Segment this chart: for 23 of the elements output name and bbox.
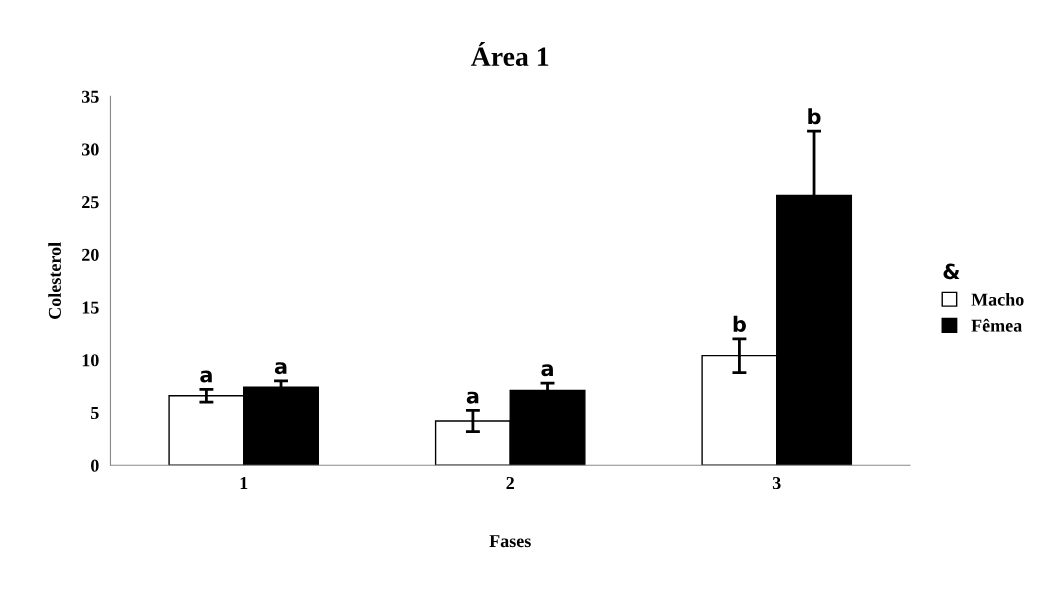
annotation: a [200, 370, 212, 383]
y-tick-label: 15 [82, 301, 99, 314]
annotation: a [541, 364, 553, 377]
y-axis-title: Colesterol [48, 242, 61, 319]
y-tick-label: 5 [91, 407, 99, 420]
y-tick-label: 35 [81, 90, 99, 103]
legend-label: Macho [971, 292, 1024, 306]
annotation: a [466, 391, 479, 404]
annotation: a [274, 362, 287, 375]
x-tick-label: 1 [240, 477, 248, 489]
annotation: b [733, 315, 746, 332]
annotation: b [808, 108, 821, 125]
y-tick-label: 0 [91, 459, 99, 472]
y-tick-label: 10 [82, 354, 99, 367]
x-tick-label: 3 [772, 476, 781, 490]
y-tick-label: 25 [82, 196, 99, 209]
x-axis-title: Fases [489, 535, 531, 548]
legend-title: & [943, 263, 960, 280]
y-tick-label: 20 [82, 248, 99, 261]
legend-label: Fêmea [971, 318, 1022, 332]
chart-title: Área 1 [471, 42, 549, 67]
x-tick-label: 2 [506, 476, 514, 489]
y-tick-label: 30 [81, 143, 99, 156]
